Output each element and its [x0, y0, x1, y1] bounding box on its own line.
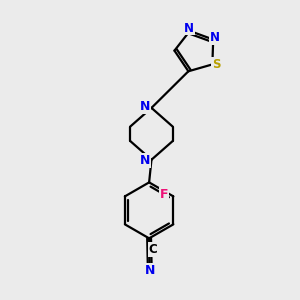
Text: F: F	[160, 188, 168, 201]
Text: N: N	[210, 31, 220, 44]
Text: N: N	[140, 100, 150, 113]
Text: N: N	[145, 264, 155, 277]
Text: C: C	[149, 243, 158, 256]
Text: S: S	[212, 58, 220, 71]
Text: N: N	[184, 22, 194, 34]
Text: N: N	[140, 154, 150, 167]
